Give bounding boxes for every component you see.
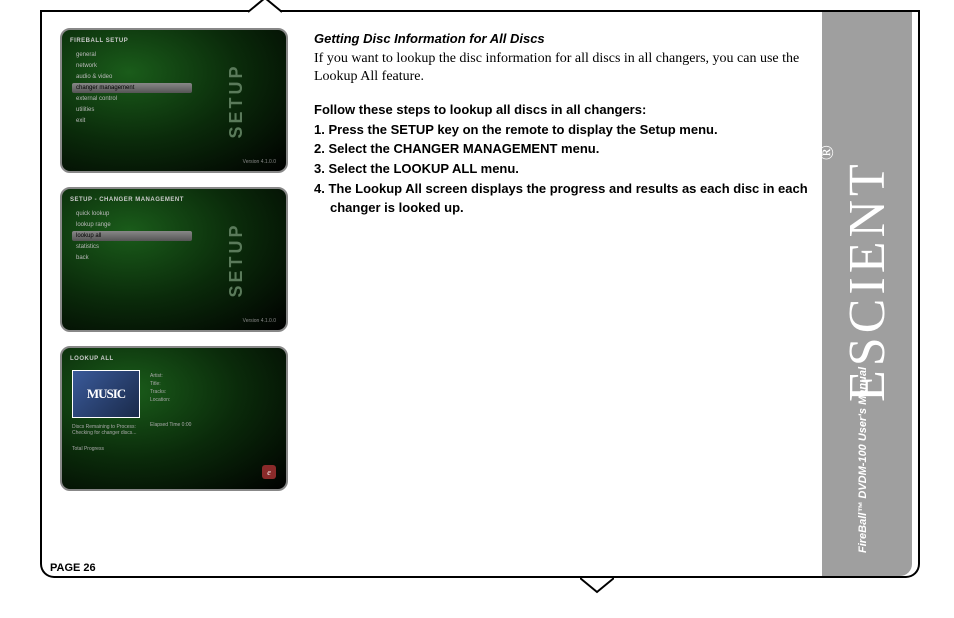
brand-sidebar: ESCIENT® FireBall™ DVDM-100 User's Manua… [822, 12, 912, 576]
setup-menu: general network audio & video changer ma… [72, 50, 192, 127]
menu-item: statistics [72, 242, 192, 252]
menu-item: exit [72, 116, 192, 126]
page-number: PAGE 26 [50, 562, 96, 574]
section-title: Getting Disc Information for All Discs [314, 30, 810, 48]
step-4: 4. The Lookup All screen displays the pr… [314, 180, 810, 198]
setup-vertical-label: SETUP [226, 222, 247, 297]
brand-logo: ESCIENT® [838, 141, 897, 402]
menu-item: utilities [72, 105, 192, 115]
menu-item-selected: lookup all [72, 231, 192, 241]
content-area: FIREBALL SETUP general network audio & v… [60, 28, 810, 528]
menu-item: quick lookup [72, 209, 192, 219]
field-title: Title: [150, 380, 170, 388]
menu-item: general [72, 50, 192, 60]
brand-text: ESCIENT [839, 160, 896, 402]
field-artist: Artist: [150, 372, 170, 380]
disc-fields: Artist: Title: Tracks: Location: [150, 372, 170, 404]
screenshot-setup: FIREBALL SETUP general network audio & v… [60, 28, 288, 173]
notch-bottom [580, 576, 614, 594]
instruction-text: Getting Disc Information for All Discs I… [292, 28, 810, 528]
screenshot-lookup-all: LOOKUP ALL MUSIC Artist: Title: Tracks: … [60, 346, 288, 491]
version-label: Version 4.1.0.0 [243, 159, 276, 165]
registered-icon: ® [816, 141, 838, 160]
total-progress: Total Progress [72, 446, 276, 452]
step-4-cont: changer is looked up. [314, 199, 810, 217]
steps-header: Follow these steps to lookup all discs i… [314, 101, 810, 119]
step-3: 3. Select the LOOKUP ALL menu. [314, 160, 810, 178]
step-1: 1. Press the SETUP key on the remote to … [314, 121, 810, 139]
menu-item: external control [72, 94, 192, 104]
shot-header: LOOKUP ALL [70, 356, 278, 362]
version-label: Version 4.1.0.0 [243, 318, 276, 324]
elapsed-time: Elapsed Time 0:00 [150, 422, 191, 428]
menu-item: back [72, 253, 192, 263]
screenshot-column: FIREBALL SETUP general network audio & v… [60, 28, 292, 528]
field-location: Location: [150, 396, 170, 404]
escient-icon: e [262, 465, 276, 479]
product-name: FireBall™ DVDM-100 User's Manual [857, 367, 869, 553]
lookup-body: MUSIC Artist: Title: Tracks: Location: E… [72, 370, 276, 452]
menu-item: audio & video [72, 72, 192, 82]
music-cover: MUSIC [72, 370, 140, 418]
field-tracks: Tracks: [150, 388, 170, 396]
shot-header: FIREBALL SETUP [70, 38, 278, 44]
remaining-line2: Checking for changer discs... [72, 430, 276, 436]
menu-item: network [72, 61, 192, 71]
intro-paragraph: If you want to lookup the disc informati… [314, 50, 810, 88]
screenshot-changer-mgmt: SETUP - CHANGER MANAGEMENT quick lookup … [60, 187, 288, 332]
menu-item-selected: changer management [72, 83, 192, 93]
setup-vertical-label: SETUP [226, 63, 247, 138]
changer-menu: quick lookup lookup range lookup all sta… [72, 209, 192, 264]
menu-item: lookup range [72, 220, 192, 230]
shot-header: SETUP - CHANGER MANAGEMENT [70, 197, 278, 203]
step-2: 2. Select the CHANGER MANAGEMENT menu. [314, 140, 810, 158]
